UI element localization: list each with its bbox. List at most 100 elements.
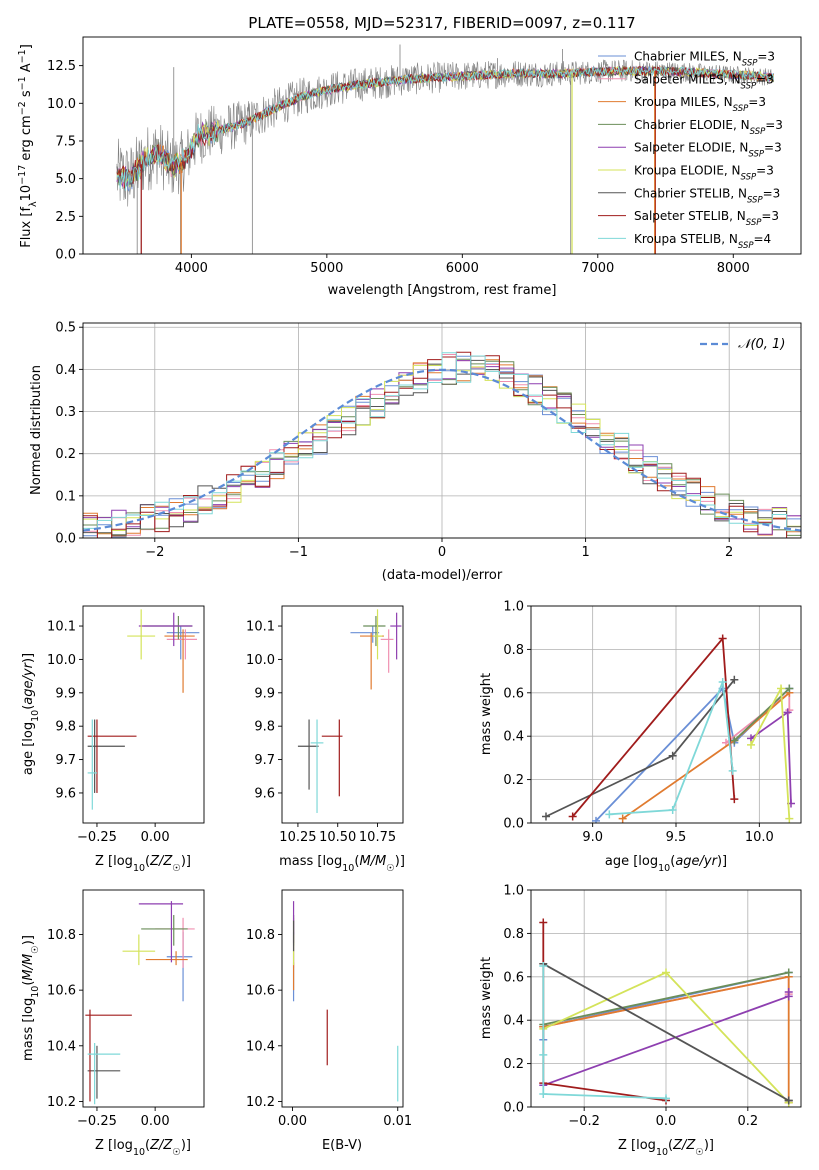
residuals-ytick-label: 0.1 <box>55 489 76 504</box>
legend-entry: Salpeter STELIB, NSSP=3 <box>634 209 779 228</box>
weight_vs_age-axes: 9.0 9.5 10.0 0.0 0.2 0.4 0.6 0.8 1.0 age [log10(a… <box>479 600 802 874</box>
weight_vs_age-point <box>785 814 794 823</box>
age_vs_Z-xtick-label: −0.25 <box>77 830 117 845</box>
mass_vs_Z-xtick-label: −0.25 <box>77 1114 117 1129</box>
weight_vs_age-point <box>568 812 577 821</box>
mass_vs_Z-frame <box>82 889 205 1108</box>
weight_vs_Z-series-line <box>542 963 790 1102</box>
residuals-xtick-label: 0 <box>438 545 446 560</box>
weight_vs_Z-xtick-label: 0.2 <box>737 1114 758 1129</box>
weight_vs_Z-ytick-label: 0.0 <box>503 1101 524 1116</box>
mass_vs_Z-ytick-label: 10.2 <box>47 1095 76 1110</box>
residuals-ytick-label: 0.0 <box>55 532 76 547</box>
mass_vs_Z-ytick-label: 10.8 <box>47 928 76 943</box>
weight_vs_age-point <box>668 805 677 814</box>
mass-vs-ebv-xlabel: E(B-V) <box>322 1138 362 1153</box>
spectrum-model-line <box>116 65 774 191</box>
weight_vs_Z-point <box>662 1094 670 1103</box>
spectrum-model-line <box>116 65 774 189</box>
mass_vs_ebv-ytick-label: 10.4 <box>246 1039 275 1054</box>
age_vs_mass-ytick-label: 9.6 <box>254 786 275 801</box>
mass_vs_ebv-ytick-label: 10.2 <box>246 1095 275 1110</box>
weight_vs_age-point <box>730 675 739 684</box>
spectrum-frame <box>82 36 802 255</box>
residuals-xtick-label: 1 <box>581 545 589 560</box>
age_vs_Z-ytick-label: 9.7 <box>55 753 76 768</box>
spectrum-legend: Chabrier MILES, NSSP=3 Salpeter MILES, NS… <box>598 50 783 251</box>
figure-title: PLATE=0558, MJD=52317, FIBERID=0097, z=0… <box>248 14 635 32</box>
weight_vs_Z-point <box>539 1050 548 1059</box>
normal-reference-curve <box>83 368 801 532</box>
residuals-axes: −2 −1 0 1 2 0.0 0.1 0.2 0.3 0.4 0.5 𝒩(0, 1) (data-mo… <box>29 321 802 583</box>
age_vs_mass-xtick-label: 10.25 <box>279 830 316 845</box>
weight-vs-age-ylabel: mass weight <box>479 673 494 755</box>
weight_vs_age-point <box>592 816 600 823</box>
weight_vs_age-point <box>542 812 550 821</box>
weight_vs_age-ytick-label: 0.4 <box>503 730 524 745</box>
weight_vs_Z-xtick-label: 0.0 <box>656 1114 677 1129</box>
weight_vs_Z-point <box>784 987 793 996</box>
mass_vs_ebv-ytick-label: 10.6 <box>246 984 275 999</box>
legend-entry: Salpeter ELODIE, NSSP=3 <box>634 141 782 160</box>
age_vs_Z-ytick-label: 9.8 <box>55 720 76 735</box>
plots-container: 4000 5000 6000 7000 80000.02.55.07.510.012.5… <box>17 36 802 1158</box>
weight_vs_age-series-line <box>733 687 790 742</box>
residuals-xtick-label: 2 <box>725 545 733 560</box>
age_vs_Z-plot-area <box>87 609 200 810</box>
weight_vs_Z-point <box>539 1089 548 1098</box>
weight_vs_age-point <box>777 684 785 693</box>
residuals-xlabel: (data-model)/error <box>382 568 503 583</box>
age_vs_Z-ytick-label: 9.6 <box>55 786 76 801</box>
weight_vs_age-point <box>730 795 739 804</box>
weight_vs_Z-plot-area <box>539 918 793 1107</box>
weight_vs_Z-point <box>539 961 548 970</box>
mass_vs_Z-ytick-label: 10.4 <box>47 1039 76 1054</box>
legend-entry: Chabrier MILES, NSSP=3 <box>634 50 775 69</box>
legend-entry: Kroupa ELODIE, NSSP=3 <box>634 164 774 183</box>
residuals-xtick-label: −2 <box>145 545 164 560</box>
spectrum-ytick-label: 10.0 <box>47 97 76 112</box>
residuals-plot-area <box>83 351 801 538</box>
weight_vs_Z-series-line <box>543 971 789 1026</box>
age-vs-Z-xlabel: Z [log10(Z/Z☉)] <box>95 854 191 874</box>
age_vs_mass-xtick-label: 10.50 <box>319 830 356 845</box>
spectrum-xtick-label: 5000 <box>310 261 343 276</box>
weight_vs_age-point <box>783 708 792 717</box>
spectrum-ytick-label: 12.5 <box>47 59 76 74</box>
weight_vs_Z-point <box>662 968 670 977</box>
mass_vs_Z-xtick-label: 0.00 <box>141 1114 170 1129</box>
age-vs-mass-xlabel: mass [log10(M/M☉)] <box>279 854 405 874</box>
mass-vs-Z-xlabel: Z [log10(Z/Z☉)] <box>95 1138 191 1158</box>
mass_vs_ebv-xtick-label: 0.01 <box>383 1114 412 1129</box>
age-vs-Z-ylabel: age [log10(age/yr)] <box>21 653 41 775</box>
weight_vs_age-ytick-label: 0.2 <box>503 773 524 788</box>
weight_vs_age-point <box>718 634 727 643</box>
mass_vs_Z-axes: −0.25 0.00 10.2 10.4 10.6 10.8 Z [log10(Z/Z☉)]… <box>21 889 205 1158</box>
weight_vs_age-point <box>730 736 739 745</box>
mass_vs_ebv-ytick-label: 10.8 <box>246 928 275 943</box>
legend-entry: Kroupa MILES, NSSP=3 <box>634 95 766 114</box>
age_vs_mass-axes: 10.25 10.50 10.75 9.6 9.7 9.8 9.9 10.0 10.1 mass … <box>246 605 405 874</box>
weight_vs_age-point <box>618 814 627 823</box>
legend-entry: Kroupa STELIB, NSSP=4 <box>634 232 771 251</box>
weight-vs-Z-xlabel: Z [log10(Z/Z☉)] <box>618 1138 714 1158</box>
spectrum-axes: 4000 5000 6000 7000 8000 0.0 2.5 5.0 7.5 10.0 12.5… <box>17 36 802 298</box>
weight_vs_Z-ytick-label: 0.8 <box>503 927 524 942</box>
age_vs_mass-ytick-label: 9.9 <box>254 686 275 701</box>
weight_vs_age-frame <box>530 605 802 824</box>
weight_vs_Z-axes: −0.2 0.0 0.2 0.0 0.2 0.4 0.6 0.8 1.0 Z [log10(Z/Z… <box>479 884 802 1158</box>
spectrum-xtick-label: 7000 <box>581 261 614 276</box>
spectrum-ytick-label: 0.0 <box>55 248 76 263</box>
mass_vs_ebv-plot-area <box>292 901 399 1102</box>
weight_vs_age-xtick-label: 10.0 <box>745 830 774 845</box>
weight_vs_Z-point <box>539 918 548 927</box>
spectrum-ytick-label: 5.0 <box>55 172 76 187</box>
spectrum-xtick-label: 6000 <box>446 261 479 276</box>
weight_vs_Z-ytick-label: 0.2 <box>503 1057 524 1072</box>
age_vs_Z-ytick-label: 10.1 <box>47 620 76 635</box>
legend-entry: Chabrier STELIB, NSSP=3 <box>634 186 780 205</box>
weight_vs_age-xtick-label: 9.0 <box>582 830 603 845</box>
age_vs_mass-ytick-label: 10.0 <box>246 653 275 668</box>
